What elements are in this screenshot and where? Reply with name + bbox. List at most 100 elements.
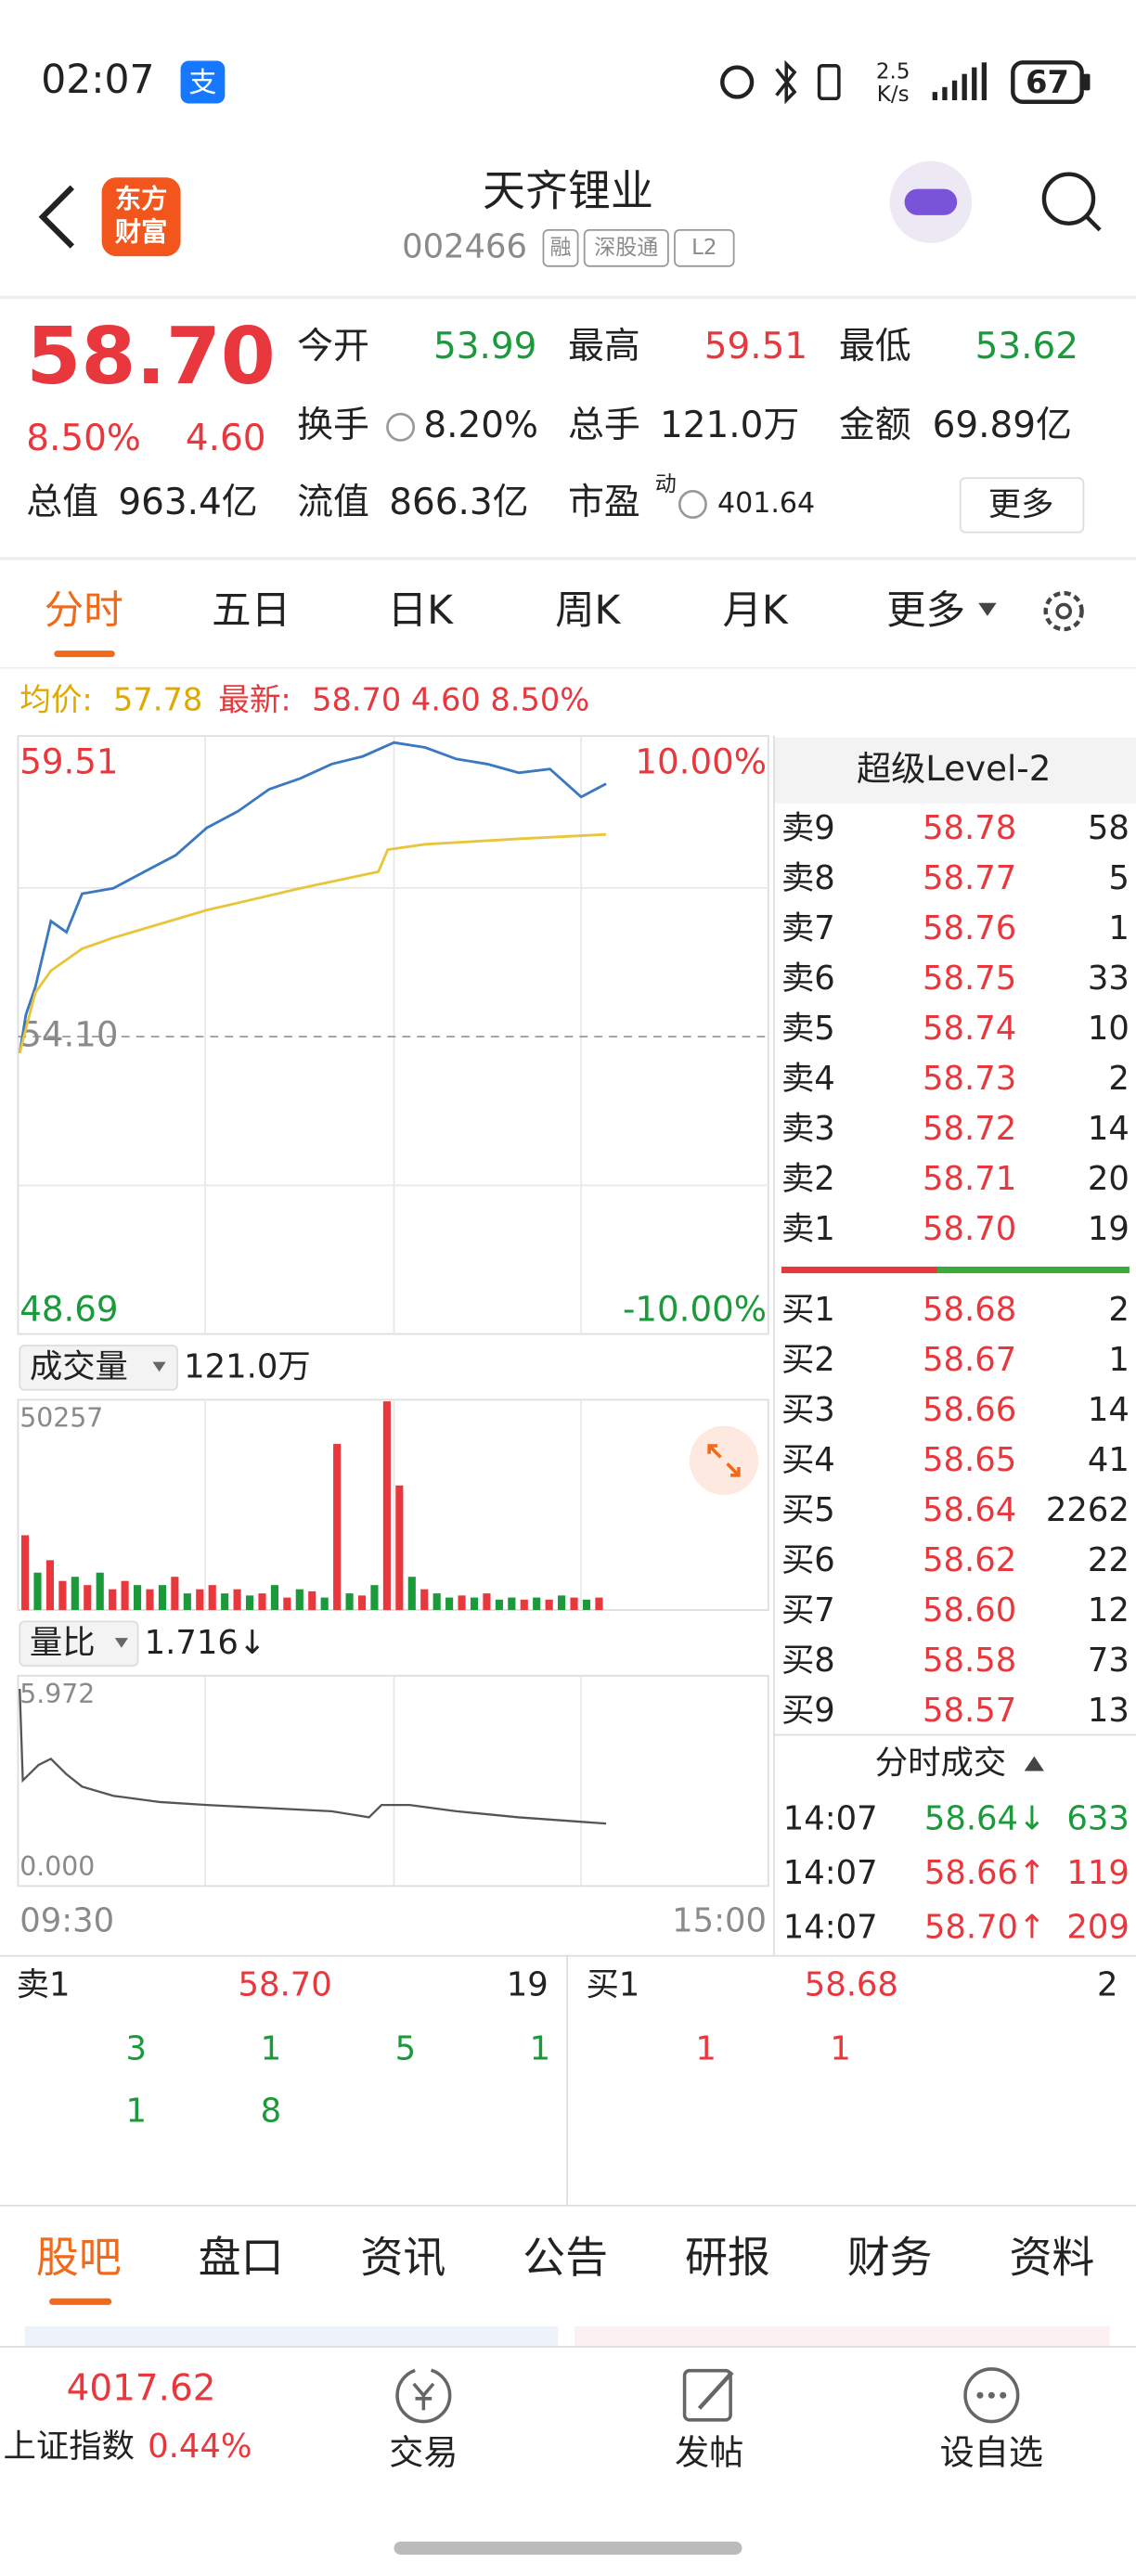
book-price: 58.74 bbox=[923, 1010, 1016, 1048]
expand-button[interactable] bbox=[689, 1425, 759, 1496]
x-label: 15:00 bbox=[672, 1901, 767, 1939]
book-label: 卖1 bbox=[781, 1210, 835, 1248]
chart-tab[interactable]: 日K bbox=[388, 588, 454, 634]
action-label[interactable]: 发帖 bbox=[675, 2432, 743, 2472]
book-volume: 22 bbox=[1088, 1541, 1130, 1579]
queue-order: 1 bbox=[530, 2029, 551, 2067]
volume-bar bbox=[58, 1580, 67, 1610]
content-tab[interactable]: 财务 bbox=[847, 2233, 933, 2283]
info-icon[interactable] bbox=[386, 412, 416, 442]
divider bbox=[0, 2204, 1136, 2207]
logo-text: 财富 bbox=[115, 216, 168, 247]
divider bbox=[0, 295, 1136, 300]
shape bbox=[988, 2391, 995, 2399]
volume-bar bbox=[233, 1589, 241, 1610]
volume-selector[interactable] bbox=[19, 1345, 178, 1391]
bottom-actions: 交易 发帖 设自选 bbox=[389, 2432, 1043, 2472]
ratio-selector[interactable] bbox=[19, 1620, 139, 1668]
trades-title[interactable]: 分时成交 bbox=[875, 1744, 1006, 1782]
queue-order: 1 bbox=[830, 2029, 851, 2067]
chart-tab[interactable]: 更多 bbox=[886, 588, 965, 634]
content-tab[interactable]: 盘口 bbox=[199, 2233, 284, 2283]
grid bbox=[18, 736, 768, 1887]
action-label[interactable]: 设自选 bbox=[940, 2432, 1043, 2472]
field-value: 121.0万 bbox=[660, 405, 799, 446]
chart-tab[interactable]: 月K bbox=[722, 588, 788, 634]
index-value[interactable]: 4017.62 bbox=[67, 2367, 216, 2409]
logo-text: 东方 bbox=[115, 184, 168, 214]
y-tick-label: 59.51 bbox=[19, 742, 118, 782]
content-tab[interactable]: 股吧 bbox=[36, 2233, 122, 2283]
book-volume: 19 bbox=[1088, 1210, 1130, 1248]
action-label[interactable]: 交易 bbox=[389, 2432, 458, 2472]
chart-tab[interactable]: 分时 bbox=[45, 588, 123, 634]
tag: L2 bbox=[691, 236, 716, 260]
content-tab[interactable]: 资讯 bbox=[360, 2233, 445, 2283]
yen-glyph bbox=[412, 2382, 435, 2411]
volume-bar bbox=[407, 1577, 416, 1610]
settings-button[interactable] bbox=[1043, 590, 1084, 632]
book-price: 58.60 bbox=[923, 1591, 1016, 1629]
last-value: 58.70 4.60 8.50% bbox=[312, 681, 589, 717]
volume-bar bbox=[283, 1597, 291, 1610]
bottom-bar bbox=[0, 2346, 1136, 2576]
trade-icon[interactable] bbox=[395, 2367, 452, 2424]
chart-tab[interactable]: 五日 bbox=[212, 588, 290, 634]
volume-bar bbox=[295, 1589, 303, 1610]
avg-value: 57.78 bbox=[113, 681, 202, 717]
dropdown-arrow bbox=[114, 1638, 128, 1648]
book-label: 买1 bbox=[781, 1291, 835, 1329]
trade-price: 58.70↑ bbox=[924, 1908, 1046, 1946]
y-tick-label: 0.000 bbox=[19, 1851, 95, 1882]
info-icon[interactable] bbox=[678, 490, 707, 520]
content-tab[interactable]: 资料 bbox=[1009, 2233, 1094, 2283]
book-ratio-ask bbox=[781, 1266, 937, 1274]
battery-tip bbox=[1083, 73, 1091, 91]
more-button[interactable] bbox=[959, 477, 1085, 534]
volume-bar bbox=[221, 1593, 229, 1610]
index-change: 0.44% bbox=[148, 2428, 252, 2466]
book-price: 58.58 bbox=[923, 1642, 1016, 1680]
content-tab[interactable]: 研报 bbox=[685, 2233, 770, 2283]
book-label: 卖4 bbox=[781, 1060, 835, 1098]
volume-bar bbox=[71, 1577, 79, 1610]
queue: 卖1 58.70 19 3 1 5 1 1 8 买1 58.68 2 1 1 bbox=[17, 1965, 1118, 2130]
shape bbox=[932, 92, 937, 100]
book-label: 买8 bbox=[781, 1642, 835, 1680]
field-value: 59.51 bbox=[704, 326, 807, 367]
field-label: 总手 bbox=[568, 405, 640, 446]
watch-icon[interactable] bbox=[963, 2367, 1020, 2424]
volume-bar bbox=[45, 1560, 55, 1610]
clock: 02:07 bbox=[41, 58, 154, 103]
vibrate-icon bbox=[817, 64, 841, 100]
book-price: 58.62 bbox=[923, 1541, 1016, 1579]
book-label: 卖5 bbox=[781, 1010, 835, 1048]
shape bbox=[1000, 2391, 1007, 2399]
post-icon[interactable] bbox=[682, 2368, 732, 2422]
order-book: 卖9 58.78 58 卖8 58.77 5 卖7 58.76 1 卖6 58.75 33 卖5 58.7… bbox=[781, 809, 1130, 1946]
volume-bar bbox=[320, 1597, 329, 1610]
search-button[interactable] bbox=[1041, 172, 1096, 225]
book-volume: 5 bbox=[1108, 859, 1130, 897]
back-button[interactable] bbox=[38, 185, 75, 249]
field-label: 换手 bbox=[297, 405, 369, 446]
pe-value: 401.64 bbox=[717, 487, 815, 520]
last-label: 最新: bbox=[218, 681, 291, 717]
volume-bar bbox=[109, 1589, 117, 1610]
index-name[interactable]: 上证指数 bbox=[4, 2428, 135, 2466]
book-volume: 14 bbox=[1088, 1391, 1130, 1429]
queue-order: 3 bbox=[126, 2029, 148, 2067]
book-volume: 33 bbox=[1088, 960, 1130, 998]
card-peek bbox=[574, 2325, 1110, 2350]
queue-volume: 2 bbox=[1097, 1965, 1118, 2003]
logo[interactable] bbox=[101, 177, 181, 257]
trade-volume: 633 bbox=[1066, 1800, 1130, 1838]
content-tab[interactable]: 公告 bbox=[523, 2233, 608, 2283]
book-label: 卖3 bbox=[781, 1110, 835, 1148]
chart-tab[interactable]: 周K bbox=[555, 588, 621, 634]
field-label: 流值 bbox=[297, 482, 369, 523]
change: 4.60 bbox=[186, 418, 266, 459]
book-price: 58.75 bbox=[923, 960, 1016, 998]
queue-order: 8 bbox=[261, 2093, 282, 2131]
